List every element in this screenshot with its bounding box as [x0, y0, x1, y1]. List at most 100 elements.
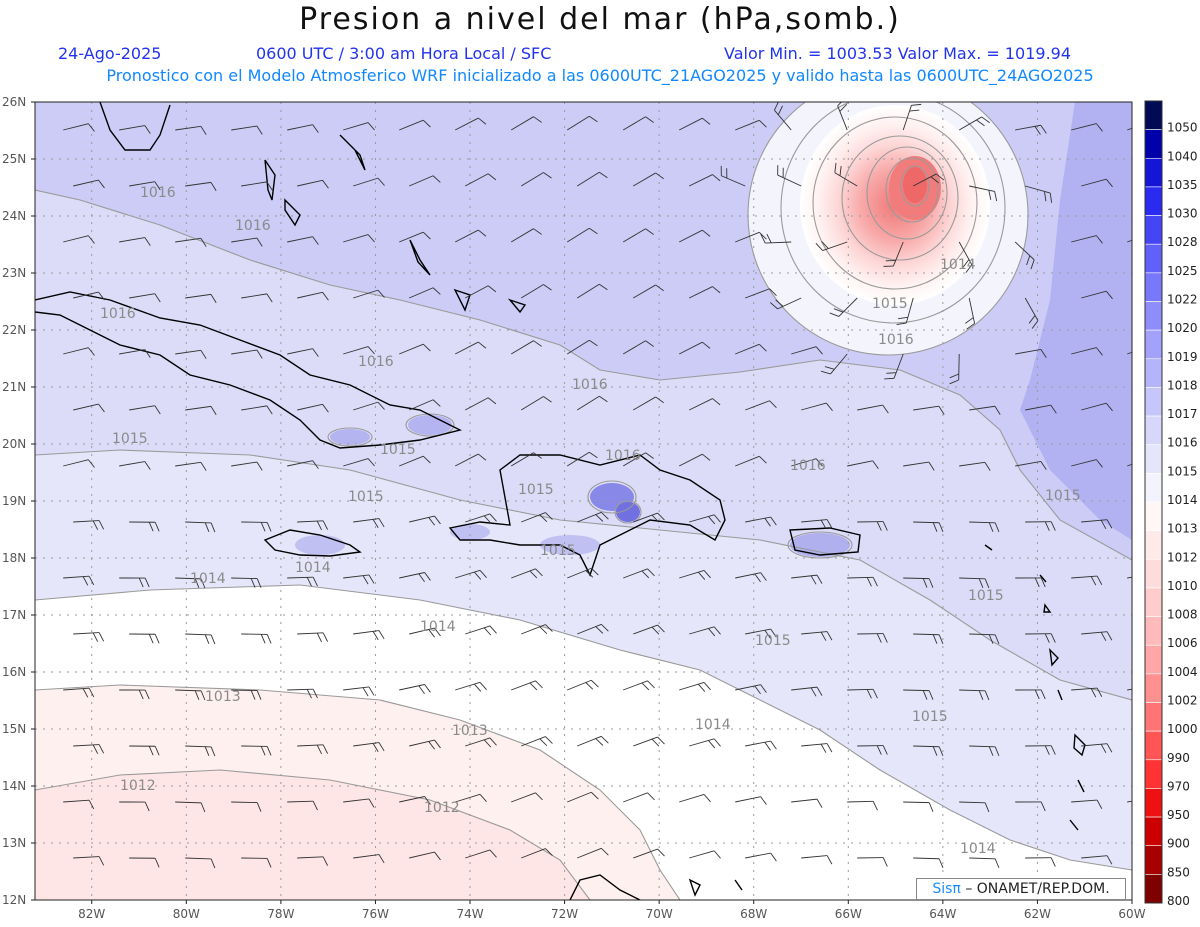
latitude-tick-label: 23N: [2, 266, 26, 280]
longitude-tick-label: 62W: [1024, 907, 1051, 921]
latitude-tick-label: 26N: [2, 95, 26, 109]
longitude-tick-label: 68W: [740, 907, 767, 921]
colorbar-label: 950: [1167, 808, 1190, 822]
colorbar-label: 1006: [1167, 636, 1198, 650]
wind-barbs: [63, 102, 1132, 869]
colorbar-label: 1012: [1167, 550, 1198, 564]
colorbar-label: 1004: [1167, 665, 1198, 679]
contour-label: 1013: [452, 723, 488, 739]
colorbar-swatch: [1144, 501, 1163, 531]
latitude-tick-label: 19N: [2, 494, 26, 508]
latitude-tick-label: 25N: [2, 152, 26, 166]
colorbar-label: 1030: [1167, 207, 1198, 221]
colorbar-label: 1000: [1167, 722, 1198, 736]
latitude-tick-label: 15N: [2, 722, 26, 736]
colorbar-swatch: [1144, 587, 1163, 617]
colorbar-label: 1019: [1167, 350, 1198, 364]
contour-label: 1016: [878, 332, 914, 348]
contour-label: 1015: [968, 588, 1004, 604]
colorbar-label: 1025: [1167, 264, 1198, 278]
forecast-time: 0600 UTC / 3:00 am Hora Local / SFC: [256, 44, 552, 63]
latitude-tick-label: 14N: [2, 779, 26, 793]
longitude-tick-label: 74W: [456, 907, 483, 921]
contour-label: 1016: [572, 377, 608, 393]
colorbar-swatch: [1144, 816, 1163, 847]
forecast-date: 24-Ago-2025: [58, 44, 162, 63]
contour-label: 1015: [872, 296, 908, 312]
colorbar-swatch: [1144, 730, 1163, 761]
colorbar-label: 800: [1167, 894, 1190, 908]
colorbar-swatch: [1144, 157, 1163, 188]
contour-label: 1014: [295, 560, 331, 576]
colorbar-label: 1050: [1167, 121, 1198, 135]
colorbar-label: 1016: [1167, 436, 1198, 450]
model-info: Pronostico con el Modelo Atmosferico WRF…: [106, 66, 1094, 85]
latitude-tick-label: 20N: [2, 437, 26, 451]
colorbar-label: 1008: [1167, 608, 1198, 622]
contour-label: 1015: [1045, 488, 1081, 504]
credit-text: – ONAMET/REP.DOM.: [965, 881, 1110, 897]
contour-label: 1012: [120, 778, 156, 794]
colorbar-swatch: [1144, 845, 1163, 875]
colorbar: 1050 1040 1035 1030 1028 1025 1022 1020 1019 1018…: [1144, 100, 1198, 908]
contour-label: 1013: [205, 689, 241, 705]
contour-label: 1016: [358, 354, 394, 370]
contour-label: 1014: [695, 717, 731, 733]
contour-label: 1014: [940, 257, 976, 273]
colorbar-label: 1014: [1167, 493, 1198, 507]
colorbar-swatch: [1144, 301, 1163, 331]
contour-label: 1015: [755, 633, 791, 649]
map-title: Presion a nivel del mar (hPa,somb.): [299, 2, 901, 37]
longitude-tick-label: 78W: [267, 907, 294, 921]
map-fields: 1016 1016 1016 1016 1016 1016 1016 1016 …: [35, 102, 1132, 900]
colorbar-label: 1017: [1167, 407, 1198, 421]
contour-label: 1016: [235, 218, 271, 234]
latitude-tick-label: 22N: [2, 323, 26, 337]
latitude-tick-label: 18N: [2, 551, 26, 565]
contour-label: 1016: [790, 458, 826, 474]
contour-label: 1014: [960, 841, 996, 857]
colorbar-label: 850: [1167, 865, 1190, 879]
latitude-labels: 26N 25N 24N 23N 22N 21N 20N 19N 18N 17N 16N 15N 14N 1…: [2, 95, 35, 907]
colorbar-label: 1018: [1167, 378, 1198, 392]
colorbar-swatch: [1144, 702, 1163, 732]
contour-label: 1016: [140, 185, 176, 201]
credit-box: Sisπ – ONAMET/REP.DOM.: [916, 878, 1126, 900]
latitude-tick-label: 17N: [2, 608, 26, 622]
colorbar-swatch: [1144, 530, 1163, 560]
colorbar-label: 1035: [1167, 178, 1198, 192]
colorbar-label: 970: [1167, 779, 1190, 793]
contour-label: 1015: [540, 543, 576, 559]
colorbar-label: 1028: [1167, 235, 1198, 249]
credit-brand: Sisπ: [932, 881, 961, 897]
contour-label: 1015: [380, 442, 416, 458]
colorbar-swatch: [1144, 387, 1163, 417]
colorbar-swatch: [1144, 100, 1163, 130]
colorbar-swatch: [1144, 788, 1163, 818]
latitude-tick-label: 16N: [2, 665, 26, 679]
colorbar-swatch: [1144, 272, 1163, 302]
colorbar-label: 1002: [1167, 694, 1198, 708]
latitude-tick-label: 13N: [2, 836, 26, 850]
min-max-values: Valor Min. = 1003.53 Valor Max. = 1019.9…: [724, 44, 1072, 63]
contour-label: 1014: [190, 571, 226, 587]
longitude-labels: 82W 80W 78W 76W 74W 72W 70W 68W 66W 64W 62W 60W: [78, 900, 1146, 921]
longitude-tick-label: 66W: [835, 907, 862, 921]
colorbar-label: 1022: [1167, 293, 1198, 307]
latitude-tick-label: 21N: [2, 380, 26, 394]
colorbar-swatch: [1144, 358, 1163, 388]
colorbar-label: 1013: [1167, 522, 1198, 536]
colorbar-swatch: [1144, 186, 1163, 216]
latitude-tick-label: 24N: [2, 209, 26, 223]
colorbar-swatch: [1144, 616, 1163, 646]
colorbar-swatch: [1144, 243, 1163, 274]
colorbar-label: 1015: [1167, 464, 1198, 478]
contour-label: 1015: [518, 482, 554, 498]
lat-lon-grid: [35, 102, 1132, 900]
colorbar-swatch: [1144, 644, 1163, 675]
colorbar-label: 900: [1167, 837, 1190, 851]
contour-label: 1016: [605, 448, 641, 464]
colorbar-swatch: [1144, 558, 1163, 589]
colorbar-swatch: [1144, 673, 1163, 703]
